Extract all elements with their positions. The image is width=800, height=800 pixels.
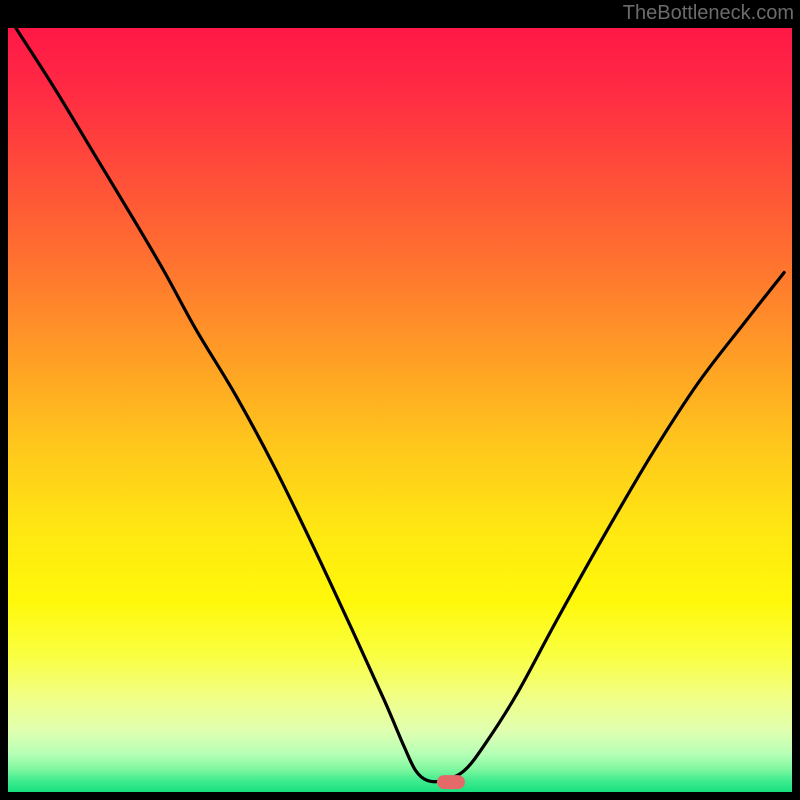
bottleneck-chart: TheBottleneck.com <box>0 0 800 800</box>
watermark-text: TheBottleneck.com <box>623 2 794 25</box>
chart-plot-background <box>8 28 792 792</box>
chart-svg <box>0 0 800 800</box>
optimum-marker <box>437 775 465 789</box>
